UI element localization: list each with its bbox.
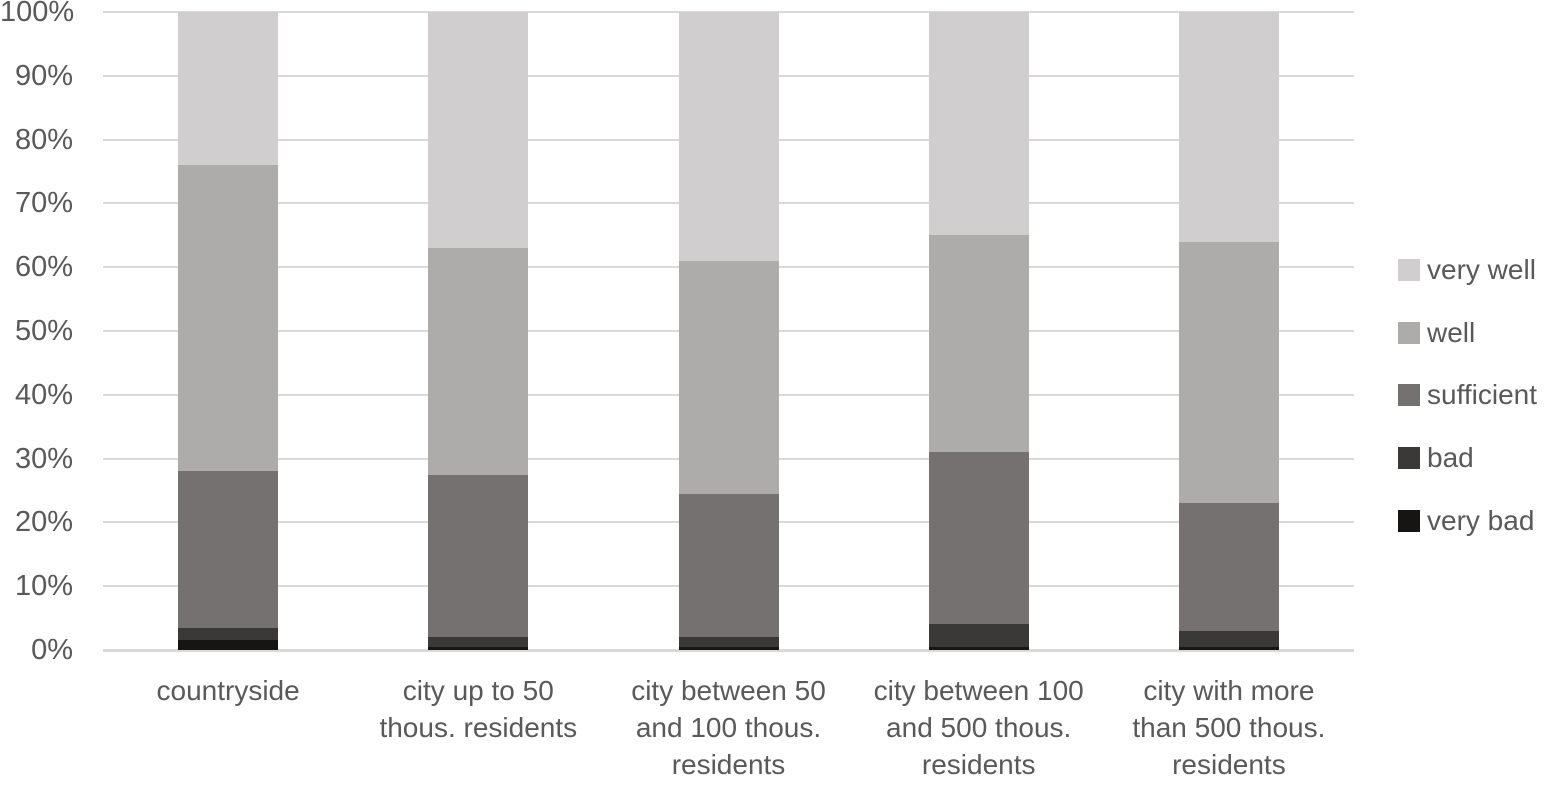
bar-5: [1178, 12, 1279, 650]
y-tick-label-60%: 60%: [14, 251, 73, 284]
x-category-label-5: city with more than 500 thous. residents: [1132, 675, 1326, 780]
bar-3: [678, 12, 779, 650]
legend-item-very-well: very well: [1398, 254, 1536, 285]
legend-item-sufficient: sufficient: [1398, 379, 1537, 410]
y-tick-label-100%: 100%: [0, 0, 75, 28]
y-tick-label-30%: 30%: [14, 442, 73, 475]
bar-segment-very-bad: [1178, 646, 1279, 650]
legend-swatch-icon: [1398, 259, 1420, 281]
bar-segment-very-bad: [428, 646, 529, 650]
bar-segment-well: [678, 260, 779, 494]
bar-segment-bad: [928, 624, 1029, 647]
legend-label: well: [1427, 316, 1476, 348]
y-tick-label-90%: 90%: [14, 59, 73, 92]
bar-segment-well: [428, 248, 529, 475]
bar-segment-very-bad: [178, 640, 279, 650]
legend-item-bad: bad: [1398, 442, 1474, 473]
bar-segment-very-well: [428, 12, 529, 249]
bar-segment-well: [928, 235, 1029, 453]
bar-segment-well: [1178, 241, 1279, 504]
bar-segment-bad: [428, 637, 529, 647]
bar-segment-very-bad: [928, 646, 1029, 650]
legend-swatch-icon: [1398, 447, 1420, 470]
bar-segment-sufficient: [678, 493, 779, 638]
x-category-label-2: city up to 50 thous. residents: [379, 675, 578, 743]
bar-segment-very-well: [678, 12, 779, 261]
y-tick-label-20%: 20%: [14, 506, 73, 539]
bar-segment-very-well: [1178, 12, 1279, 242]
bar-2: [428, 12, 529, 650]
legend-swatch-icon: [1398, 384, 1420, 407]
y-tick-label-50%: 50%: [14, 315, 73, 347]
legend-item-very-bad: very bad: [1398, 505, 1534, 536]
bar-1: [178, 12, 279, 650]
y-tick-label-10%: 10%: [14, 570, 73, 603]
x-axis-line: [103, 649, 1354, 652]
y-tick-label-80%: 80%: [14, 123, 73, 156]
legend-item-well: well: [1398, 317, 1475, 348]
bar-segment-bad: [678, 637, 779, 647]
bar-segment-bad: [1178, 630, 1279, 647]
legend-label: bad: [1427, 442, 1474, 474]
y-tick-label-40%: 40%: [14, 378, 73, 411]
bar-segment-sufficient: [428, 474, 529, 638]
bar-segment-sufficient: [928, 452, 1029, 625]
legend-swatch-icon: [1398, 509, 1420, 532]
bar-segment-sufficient: [1178, 503, 1279, 631]
bar-segment-bad: [178, 627, 279, 641]
y-tick-label-0%: 0%: [31, 634, 73, 666]
bar-segment-well: [178, 165, 279, 472]
legend-label: sufficient: [1427, 379, 1537, 411]
bar-segment-very-well: [178, 12, 279, 166]
bar-segment-very-bad: [678, 646, 779, 650]
legend-label: very well: [1427, 254, 1536, 285]
x-category-label-1: countryside: [156, 675, 300, 706]
y-tick-label-70%: 70%: [14, 187, 73, 220]
gridline-100%: [103, 11, 1354, 13]
legend-swatch-icon: [1398, 321, 1420, 344]
legend-label: very bad: [1427, 504, 1535, 536]
x-category-label-3: city between 50 and 100 thous. residents: [631, 675, 826, 780]
x-category-label-4: city between 100 and 500 thous. resident…: [873, 675, 1084, 780]
bar-segment-very-well: [928, 12, 1029, 236]
bar-segment-sufficient: [178, 471, 279, 628]
bar-4: [928, 12, 1029, 650]
